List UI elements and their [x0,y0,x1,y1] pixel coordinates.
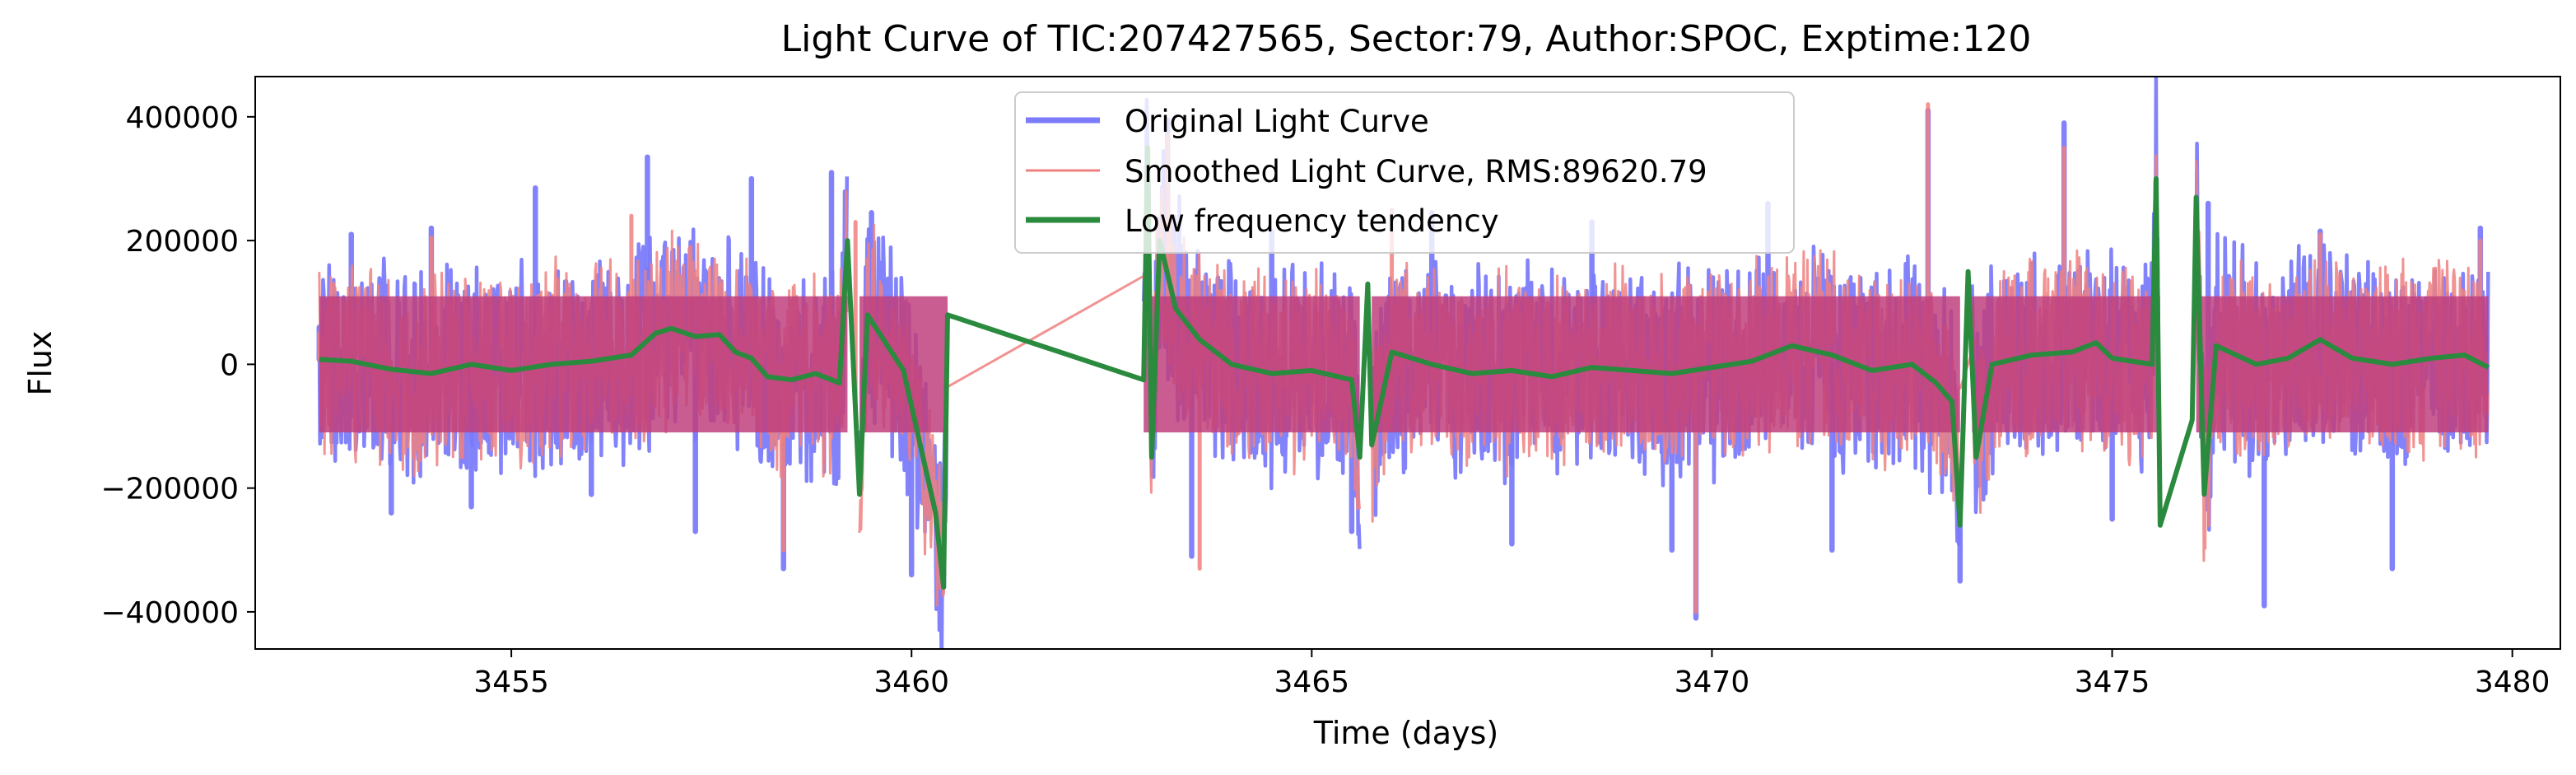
gap-bridge [943,270,1153,390]
band-core [1972,296,2160,433]
legend-label-original: Original Light Curve [1125,104,1429,139]
x-tick-label: 3480 [2475,665,2550,699]
band-core [2196,296,2489,433]
trend-line [319,145,2490,590]
x-tick-label: 3460 [873,665,949,699]
x-axis: 3455 3460 3465 3470 3475 3480 Time (days) [473,649,2550,751]
x-tick-label: 3475 [2075,665,2150,699]
legend-box [1014,91,1795,254]
y-tick-label: −400000 [100,596,239,630]
plot-area [316,77,2490,649]
x-tick-label: 3465 [1274,665,1350,699]
x-tick-label: 3455 [473,665,549,699]
chart-title: Light Curve of TIC:207427565, Sector:79,… [781,18,2032,60]
x-tick-label: 3470 [1675,665,1750,699]
series-low-frequency-tendency [319,145,2490,590]
legend-label-trend: Low frequency tendency [1125,203,1499,239]
y-axis: −400000 −200000 0 200000 400000 Flux [22,101,255,630]
y-tick-label: 0 [220,348,239,382]
y-axis-label: Flux [22,331,58,396]
x-axis-label: Time (days) [1313,715,1498,751]
series-smoothed-light-curve [317,102,2490,614]
legend-label-smoothed: Smoothed Light Curve, RMS:89620.79 [1125,154,1707,189]
band-core [319,296,848,433]
y-tick-label: 200000 [126,225,239,259]
legend: Original Light Curve Smoothed Light Curv… [1014,91,1795,254]
band-core [859,296,948,433]
band-core [1144,296,1360,433]
plot-frame [254,76,2561,650]
y-tick-label: 400000 [126,101,239,135]
y-tick-label: −200000 [100,473,239,507]
band-core [1372,296,1960,433]
